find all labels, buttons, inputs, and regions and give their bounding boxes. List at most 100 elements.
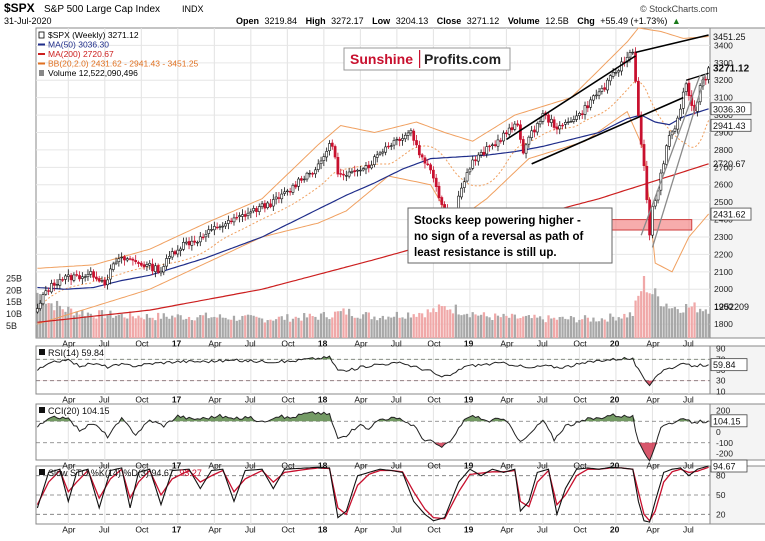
volume-bar [367,312,370,338]
price-candle [614,68,618,76]
price-candle [308,170,312,178]
rsi-panel-line [37,355,709,387]
candle-body [434,177,438,187]
current-value-label: 104.15 [713,416,741,426]
price-candle [476,152,480,166]
volume-bar [364,312,368,338]
price-candle [572,115,576,124]
candle-body [389,145,393,147]
candle-body [89,271,93,275]
price-candle [198,232,202,247]
volume-bar [446,309,449,338]
price-candle [670,130,674,140]
volume-bar [373,316,376,338]
price-candle [325,147,329,162]
candle-body [617,70,621,73]
chg-value: +55.49 (+1.73%) [600,16,667,26]
price-candle [684,81,688,96]
volume-bar [291,318,295,338]
volume-bar [131,316,135,338]
price-candle [64,274,67,285]
volume-bar [696,312,699,338]
volume-bar [319,313,323,338]
price-candle [69,273,73,285]
annotation-line-1: Stocks keep powering higher - [414,215,581,227]
price-candle [179,246,182,257]
price-candle [249,208,253,219]
candle-body [224,223,227,227]
x-tick-label: Apr [62,525,75,535]
candle-body [370,164,373,169]
volume-bar [325,317,328,338]
date-text: 31-Jul-2020 [4,16,52,26]
candle-body [592,95,595,101]
volume-bar [471,312,474,338]
candle-body [651,206,654,236]
price-candle [381,148,385,157]
candle-body [637,80,640,116]
candle-body [252,208,256,212]
candle-body [516,123,519,126]
candle-body [482,151,486,155]
x-tick-label: 20 [610,461,620,471]
volume-bar [89,313,92,338]
volume-bar [412,314,415,338]
volume-bar [216,317,219,338]
candle-body [426,163,430,166]
candle-body [196,241,199,244]
candle-body [549,118,553,123]
price-value-label: 2720.67 [713,159,746,169]
candle-body [142,264,146,268]
current-value-box [710,459,748,473]
price-candle [653,197,657,210]
close-label: Close [437,16,462,26]
volume-bar [567,319,570,338]
symbol-text: $SPX [4,1,35,15]
x-tick-label: 18 [318,461,328,471]
x-tick-label: Jul [537,461,548,471]
volume-bar [589,321,592,338]
candle-body [479,152,483,156]
x-tick-label: Jul [245,461,256,471]
volume-bar [204,312,208,338]
x-tick-label: Apr [500,339,513,349]
candle-body [420,154,424,158]
volume-bar [586,317,589,338]
x-tick-label: 18 [318,339,328,349]
price-candle [499,137,503,144]
x-tick-label: Jul [245,395,256,405]
candle-body [611,72,615,77]
price-candle [266,201,270,210]
price-candle [384,142,388,156]
price-candle [47,287,51,296]
candle-body [255,208,258,212]
volume-bar [491,320,494,338]
candle-body [572,119,576,122]
volume-bar [100,310,104,338]
candle-body [297,178,300,187]
volume-bar [460,315,463,338]
x-tick-label: Jul [245,339,256,349]
osc-tick-label: -200 [716,449,733,459]
volume-bar [409,317,413,338]
volume-bar [401,317,404,338]
candle-body [642,144,646,166]
price-candle [350,168,354,174]
volume-bar [75,311,78,338]
price-candle [462,177,466,193]
volume-bar [645,292,648,338]
candle-body [395,138,399,141]
y-axis-strip [709,403,765,461]
legend-entry: Volume 12,522,090,496 [48,68,138,78]
price-candle [210,224,213,232]
volume-bar [600,318,604,338]
volume-bar [348,308,351,338]
x-tick-label: Apr [208,395,221,405]
price-candle [229,217,233,225]
high-value: 3272.17 [331,16,364,26]
volume-bar [165,316,168,338]
volume-bar [634,300,637,338]
candle-body [535,123,539,133]
price-candle [190,235,194,251]
